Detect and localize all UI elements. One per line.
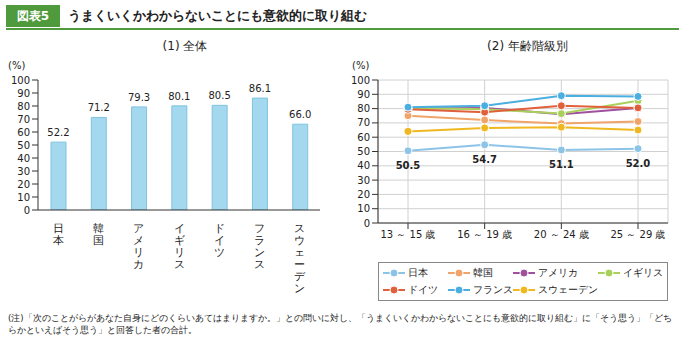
html-text:(2) 年齢階級別: (2) 年齢階級別 — [487, 39, 568, 53]
svg-text:20: 20 — [357, 189, 370, 200]
html-text:イギリス: イギリス — [623, 267, 663, 278]
html-text:スウェーデン: スウェーデン — [538, 284, 598, 295]
svg-text:90: 90 — [17, 88, 30, 99]
svg-text:80.5: 80.5 — [209, 90, 231, 101]
svg-text:60: 60 — [357, 132, 370, 143]
svg-text:0: 0 — [364, 218, 370, 229]
svg-text:100: 100 — [351, 75, 370, 86]
svg-text:30: 30 — [357, 175, 370, 186]
svg-text:60: 60 — [17, 127, 30, 138]
svg-text:フランス: フランス — [254, 222, 265, 271]
svg-text:50: 50 — [357, 146, 370, 157]
html-text:日本: 日本 — [408, 267, 428, 278]
svg-text:70: 70 — [17, 114, 30, 125]
svg-text:70: 70 — [357, 117, 370, 128]
svg-text:90: 90 — [357, 89, 370, 100]
svg-text:10: 10 — [17, 192, 30, 203]
svg-text:100: 100 — [11, 75, 30, 86]
svg-text:10: 10 — [357, 203, 370, 214]
svg-text:51.1: 51.1 — [549, 159, 574, 170]
svg-text:80: 80 — [17, 101, 30, 112]
html-text:(1) 全体: (1) 全体 — [162, 39, 208, 53]
html-text:図表5: 図表5 — [16, 9, 50, 23]
svg-text:30: 30 — [17, 166, 30, 177]
svg-text:52.0: 52.0 — [626, 158, 651, 169]
svg-text:71.2: 71.2 — [88, 102, 110, 113]
html-text:アメリカ: アメリカ — [538, 267, 578, 278]
html-text:韓国: 韓国 — [473, 267, 493, 278]
html-text:ドイツ: ドイツ — [408, 284, 438, 295]
svg-text:80: 80 — [357, 103, 370, 114]
svg-text:イギリス: イギリス — [174, 222, 185, 271]
svg-text:スウェーデン: スウェーデン — [294, 222, 306, 295]
svg-text:79.3: 79.3 — [128, 92, 150, 103]
svg-text:20: 20 — [17, 179, 30, 190]
svg-text:52.2: 52.2 — [47, 127, 69, 138]
svg-text:50: 50 — [17, 140, 30, 151]
svg-text:ドイツ: ドイツ — [214, 222, 225, 259]
svg-text:50.5: 50.5 — [396, 160, 421, 171]
svg-text:韓国: 韓国 — [93, 222, 104, 247]
svg-text:80.1: 80.1 — [168, 91, 190, 102]
svg-text:アメリカ: アメリカ — [133, 222, 144, 271]
svg-text:40: 40 — [17, 153, 30, 164]
svg-text:25 ～ 29 歳: 25 ～ 29 歳 — [611, 229, 666, 240]
html-text:うまくいくかわからないことにも意欲的に取り組む: うまくいくかわからないことにも意欲的に取り組む — [68, 8, 367, 23]
svg-text:40: 40 — [357, 160, 370, 171]
svg-text:0: 0 — [24, 205, 30, 216]
svg-text:日本: 日本 — [53, 222, 64, 247]
svg-text:86.1: 86.1 — [249, 83, 271, 94]
svg-text:20 ～ 24 歳: 20 ～ 24 歳 — [534, 229, 589, 240]
html-text:(注)「次のことがらがあなた自身にどのくらいあてはまりますか: (注)「次のことがらがあなた自身にどのくらいあてはまりますか。」との問いに対し、… — [8, 313, 672, 335]
svg-text:66.0: 66.0 — [289, 109, 311, 120]
svg-text:16 ～ 19 歳: 16 ～ 19 歳 — [457, 229, 512, 240]
svg-text:13 ～ 15 歳: 13 ～ 15 歳 — [381, 229, 436, 240]
svg-text:54.7: 54.7 — [472, 154, 497, 165]
html-text:フランス: フランス — [473, 284, 513, 295]
